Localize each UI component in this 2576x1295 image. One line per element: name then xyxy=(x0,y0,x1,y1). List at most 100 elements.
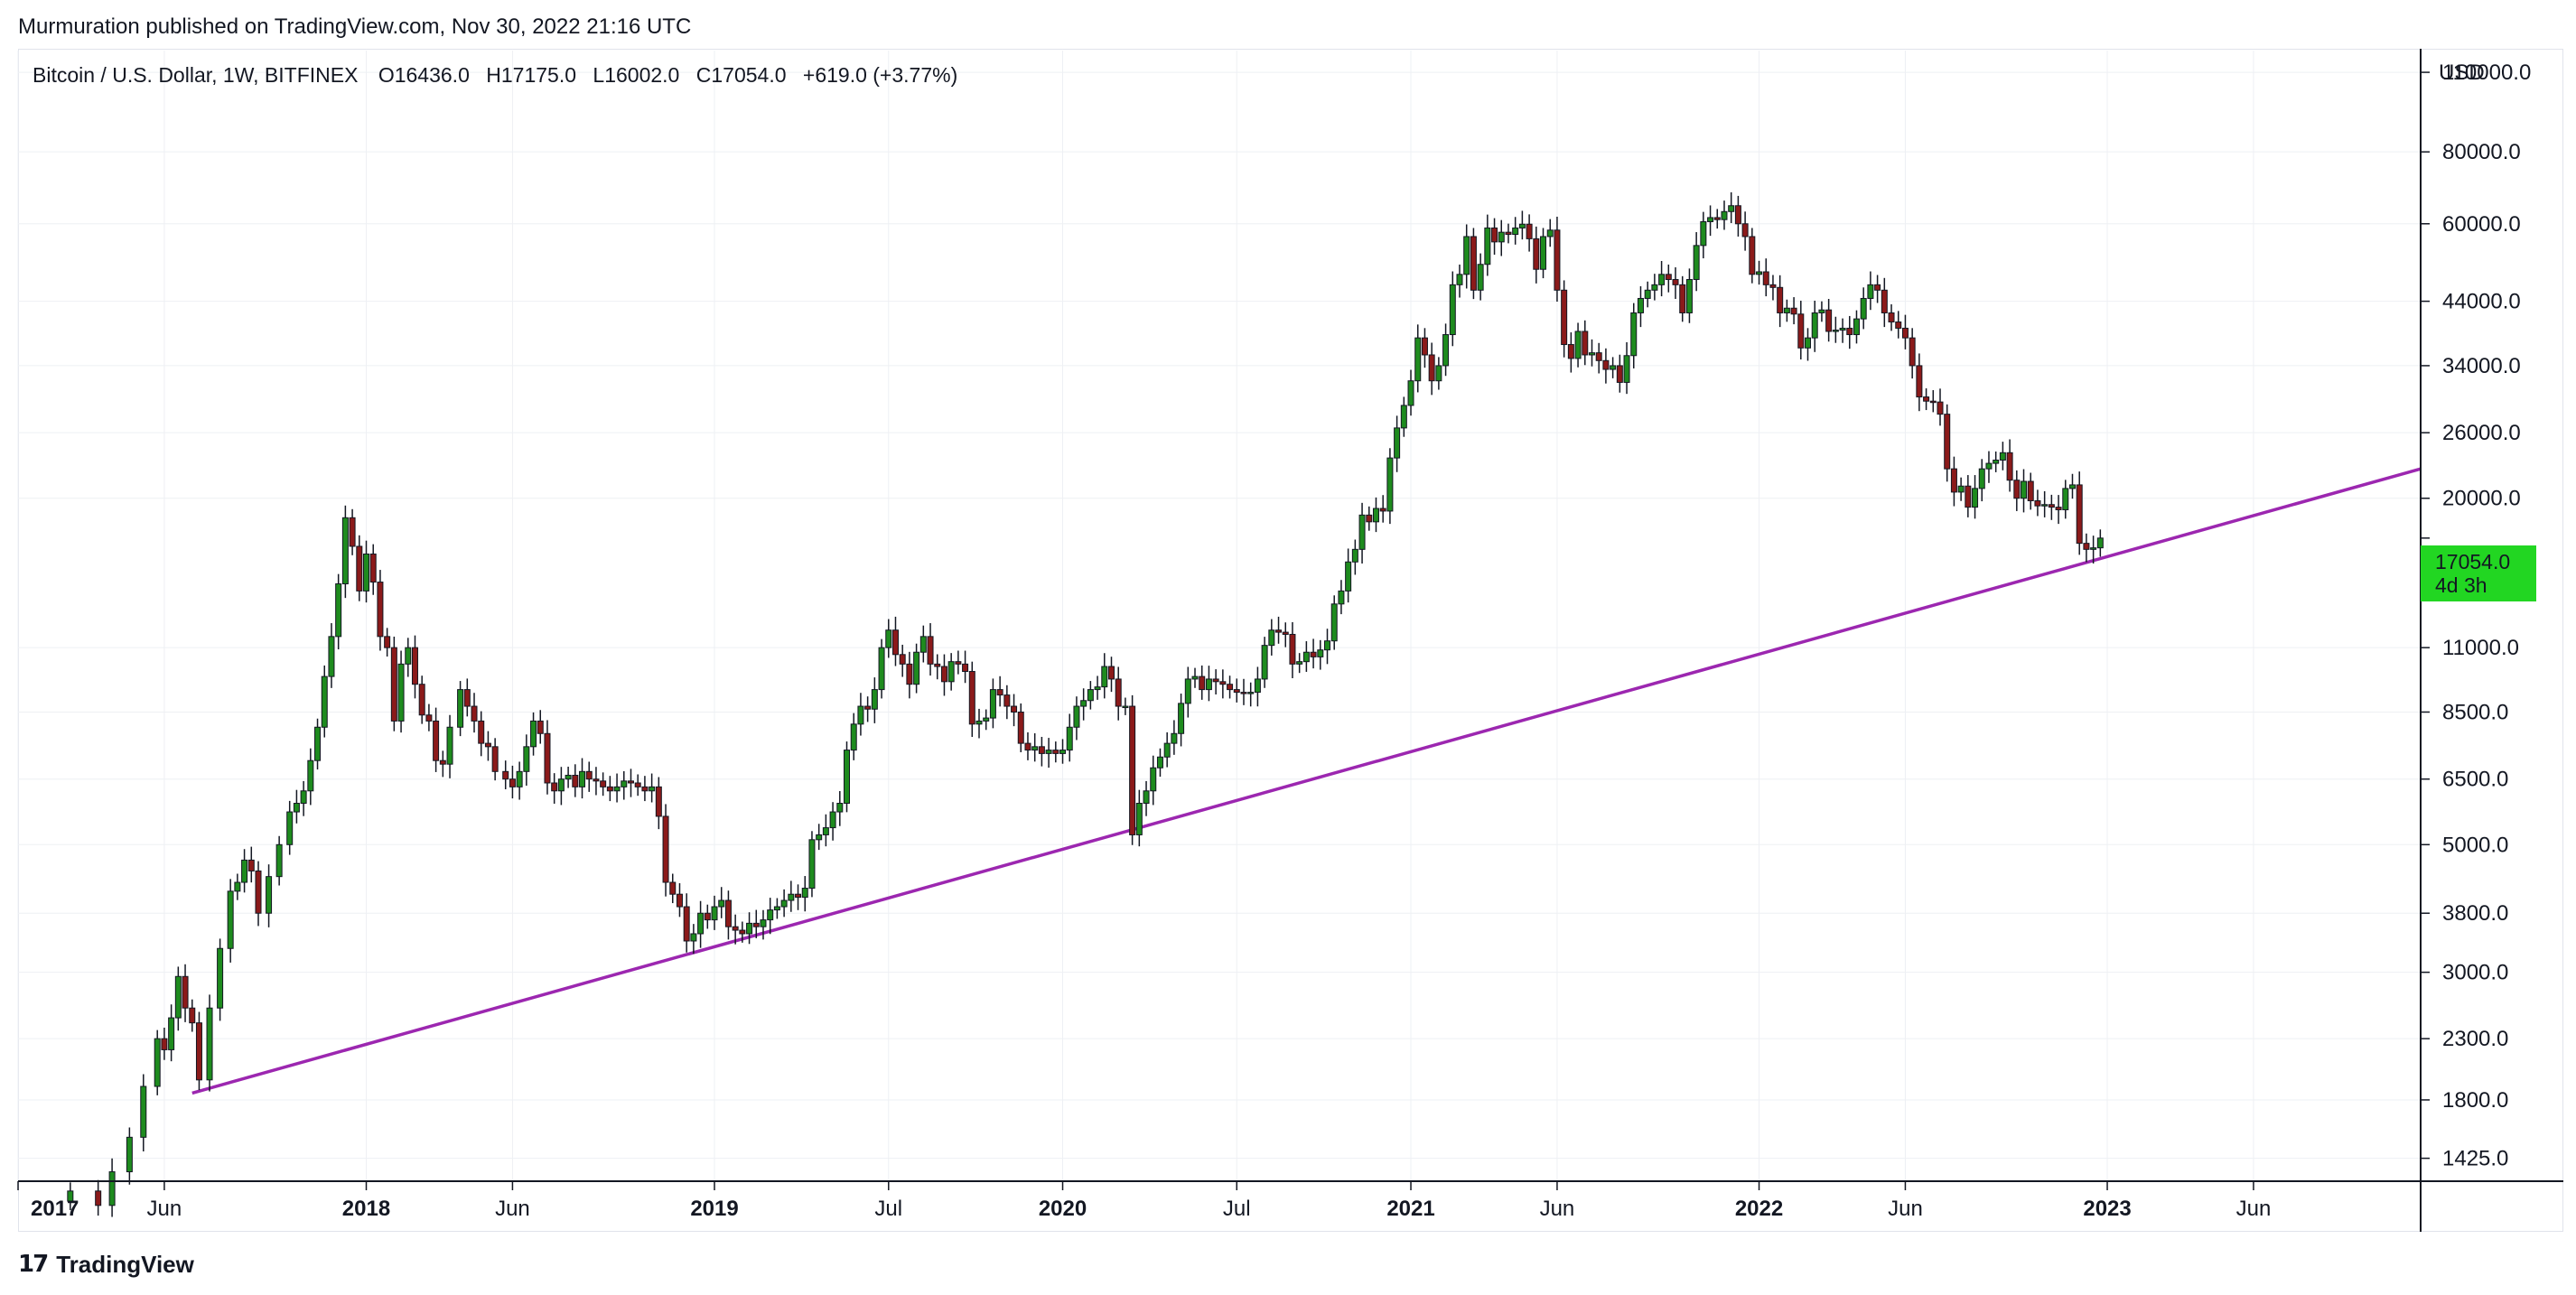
candle-body xyxy=(1588,352,1595,356)
candle-body xyxy=(266,876,273,914)
candle xyxy=(1052,741,1059,763)
candles-layer xyxy=(67,191,2104,1217)
candle xyxy=(1658,260,1666,297)
candle xyxy=(844,741,851,813)
candle xyxy=(913,643,920,694)
candle-body xyxy=(767,909,774,921)
candle-body xyxy=(1011,705,1018,713)
candle-body xyxy=(1728,205,1735,212)
candle xyxy=(1546,219,1554,247)
candle xyxy=(189,999,196,1032)
candle-body xyxy=(1282,631,1289,635)
candle xyxy=(2021,469,2028,513)
candle-body xyxy=(579,770,586,787)
tradingview-logo[interactable]: 17 TradingView xyxy=(18,1250,194,1279)
candle xyxy=(975,708,983,739)
candle xyxy=(1728,191,1735,224)
candle xyxy=(864,696,872,722)
candle xyxy=(1741,211,1749,251)
candle xyxy=(572,764,579,797)
candle-body xyxy=(718,899,725,908)
candle xyxy=(2048,494,2055,520)
candle-body xyxy=(1533,238,1540,270)
candle-body xyxy=(795,893,802,899)
candle-body xyxy=(67,1190,74,1202)
candle-body xyxy=(502,770,509,780)
candle xyxy=(439,750,446,778)
candle-body xyxy=(1129,705,1136,835)
candle-body xyxy=(962,663,969,673)
candle-body xyxy=(478,720,485,744)
candle-body xyxy=(1957,485,1965,493)
candle-body xyxy=(2096,537,2104,549)
candle-body xyxy=(509,778,516,787)
candle xyxy=(899,644,906,677)
candle xyxy=(1999,442,2006,470)
candle xyxy=(1491,218,1498,256)
candle-body xyxy=(1685,279,1693,313)
candle-body xyxy=(314,726,322,761)
candle xyxy=(1867,271,1874,311)
candle xyxy=(1219,669,1227,699)
candle-body xyxy=(463,689,471,707)
candle-body xyxy=(1240,692,1247,694)
candle-body xyxy=(1463,236,1470,275)
candle-body xyxy=(1567,344,1574,359)
candle xyxy=(579,758,586,799)
candle xyxy=(989,678,996,729)
candle xyxy=(1929,390,1937,413)
candle xyxy=(1679,275,1686,322)
candle-body xyxy=(1017,711,1024,744)
candle-body xyxy=(286,811,294,845)
candle-body xyxy=(1797,313,1805,349)
candle xyxy=(641,776,649,802)
candle xyxy=(732,914,739,945)
candle xyxy=(307,748,314,806)
candle xyxy=(669,873,677,904)
candle xyxy=(1366,506,1373,531)
y-tick-label: 11000.0 xyxy=(2442,636,2519,660)
candle xyxy=(140,1074,147,1151)
candle-body xyxy=(1302,651,1310,663)
y-tick-label: 110000.0 xyxy=(2442,61,2531,85)
candle xyxy=(1101,653,1108,699)
candle xyxy=(161,1027,168,1060)
candle-body xyxy=(649,786,656,792)
candle xyxy=(1602,348,1610,384)
candle xyxy=(1003,685,1011,720)
candle-body xyxy=(1832,330,1839,332)
candle-body xyxy=(913,651,920,685)
candle-body xyxy=(433,720,440,761)
candle-body xyxy=(537,720,544,734)
candle-body xyxy=(1672,279,1679,285)
candle-body xyxy=(1470,236,1477,291)
candle xyxy=(1685,268,1693,323)
candle xyxy=(1261,637,1268,688)
candle xyxy=(1518,210,1526,240)
candle xyxy=(1957,477,1965,501)
candle-body xyxy=(906,663,913,685)
candle xyxy=(711,895,718,930)
candle xyxy=(788,880,795,912)
candle-body xyxy=(1790,307,1797,315)
x-tick-label: 2019 xyxy=(690,1197,738,1221)
candle-body xyxy=(1512,227,1519,236)
candle-body xyxy=(968,671,975,725)
candle xyxy=(1895,311,1902,339)
candle-body xyxy=(955,661,962,665)
candle xyxy=(1442,323,1450,377)
candle xyxy=(1554,216,1561,303)
candle xyxy=(1087,681,1094,710)
candle-body xyxy=(565,774,572,780)
candle-body xyxy=(1219,681,1227,685)
candle xyxy=(1832,316,1839,343)
candle-body xyxy=(1122,705,1129,709)
candle xyxy=(1993,451,2000,472)
candle xyxy=(95,1179,102,1216)
candle-body xyxy=(1031,746,1039,751)
candle xyxy=(1721,200,1728,230)
candle xyxy=(1428,342,1435,396)
candle xyxy=(1199,665,1206,700)
candle xyxy=(1693,232,1700,292)
